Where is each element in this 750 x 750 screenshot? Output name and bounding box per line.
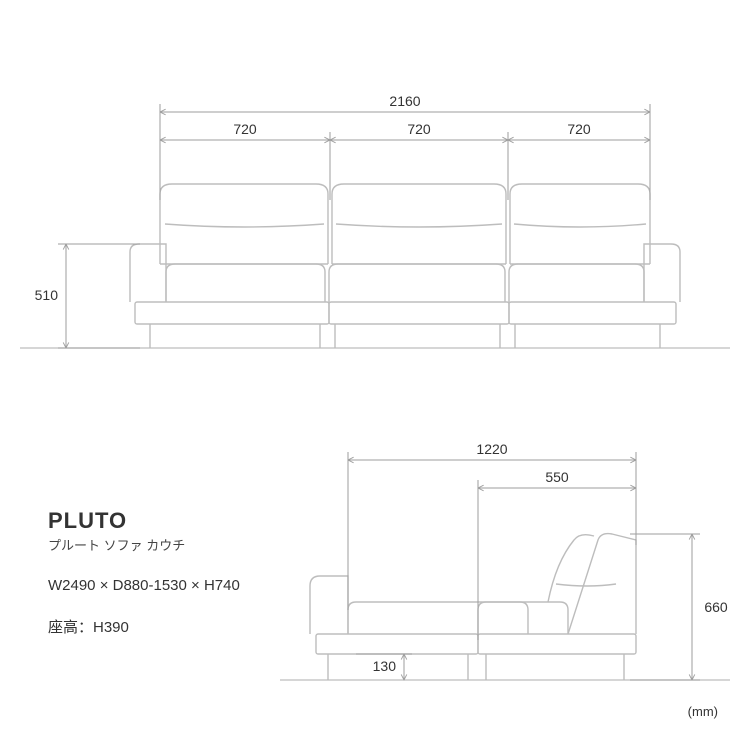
- product-seat-height: 座高：H390: [48, 619, 129, 636]
- product-subtitle: プルート ソファ カウチ: [48, 538, 185, 553]
- product-spec: W2490 × D880-1530 × H740: [48, 577, 240, 594]
- product-info: PLUTO プルート ソファ カウチ W2490 × D880-1530 × H…: [48, 508, 240, 636]
- side-view: 1220 550 660 130: [280, 441, 730, 680]
- dim-side-depth: 1220: [476, 441, 507, 457]
- dim-front-seg3: 720: [567, 121, 591, 137]
- dim-side-leg-height: 130: [373, 658, 397, 674]
- dim-front-width: 2160: [389, 93, 420, 109]
- dim-front-seg1: 720: [233, 121, 257, 137]
- dim-front-height: 510: [35, 287, 59, 303]
- product-name: PLUTO: [48, 508, 127, 533]
- front-view: 2160 720 720 720 510: [20, 93, 730, 348]
- unit-label: (mm): [688, 704, 718, 719]
- dim-side-seat-depth: 550: [545, 469, 569, 485]
- dim-side-back-height: 660: [704, 599, 728, 615]
- dim-front-seg2: 720: [407, 121, 431, 137]
